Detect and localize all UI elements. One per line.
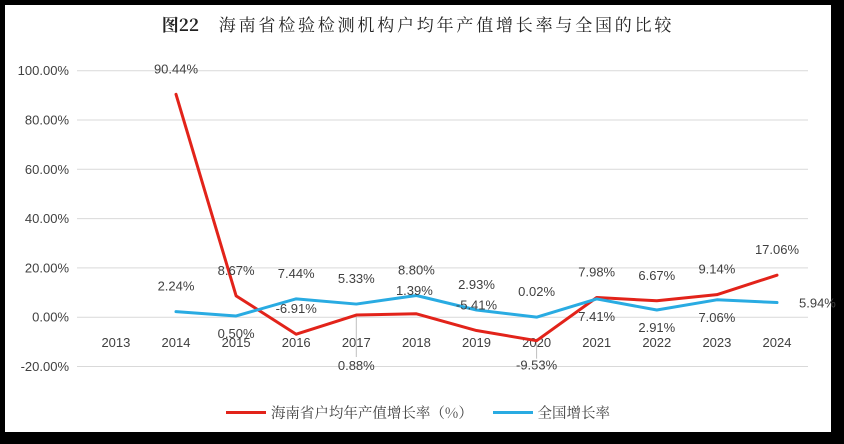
svg-text:20.00%: 20.00%	[25, 260, 70, 275]
svg-text:2013: 2013	[101, 335, 130, 350]
svg-text:17.06%: 17.06%	[755, 242, 800, 257]
svg-text:2018: 2018	[402, 335, 431, 350]
svg-text:2021: 2021	[582, 335, 611, 350]
svg-text:60.00%: 60.00%	[25, 162, 70, 177]
svg-text:1.39%: 1.39%	[396, 283, 433, 298]
svg-text:7.06%: 7.06%	[698, 310, 735, 325]
svg-text:2014: 2014	[162, 335, 191, 350]
svg-text:6.67%: 6.67%	[638, 268, 675, 283]
svg-text:2016: 2016	[282, 335, 311, 350]
svg-text:0.00%: 0.00%	[32, 310, 69, 325]
svg-text:-20.00%: -20.00%	[21, 359, 70, 374]
svg-text:-5.41%: -5.41%	[456, 298, 498, 313]
svg-text:0.50%: 0.50%	[218, 326, 255, 341]
svg-text:8.67%: 8.67%	[218, 263, 255, 278]
svg-text:90.44%: 90.44%	[154, 61, 199, 76]
svg-text:-9.53%: -9.53%	[516, 358, 558, 373]
svg-text:2.24%: 2.24%	[158, 279, 195, 294]
svg-text:7.44%: 7.44%	[278, 266, 315, 281]
svg-text:7.98%: 7.98%	[578, 265, 615, 280]
svg-text:40.00%: 40.00%	[25, 211, 70, 226]
svg-text:0.88%: 0.88%	[338, 358, 375, 373]
svg-text:2022: 2022	[642, 335, 671, 350]
svg-text:8.80%: 8.80%	[398, 263, 435, 278]
svg-text:2.91%: 2.91%	[638, 320, 675, 335]
svg-text:2.93%: 2.93%	[458, 277, 495, 292]
svg-text:0.02%: 0.02%	[518, 284, 555, 299]
svg-text:2024: 2024	[763, 335, 792, 350]
svg-text:-6.91%: -6.91%	[276, 301, 318, 316]
svg-text:5.33%: 5.33%	[338, 271, 375, 286]
svg-text:9.14%: 9.14%	[698, 262, 735, 277]
svg-text:7.41%: 7.41%	[578, 309, 615, 324]
svg-text:80.00%: 80.00%	[25, 113, 70, 128]
svg-text:2019: 2019	[462, 335, 491, 350]
svg-text:5.94%: 5.94%	[799, 296, 836, 311]
svg-text:100.00%: 100.00%	[18, 63, 70, 78]
svg-text:2023: 2023	[702, 335, 731, 350]
